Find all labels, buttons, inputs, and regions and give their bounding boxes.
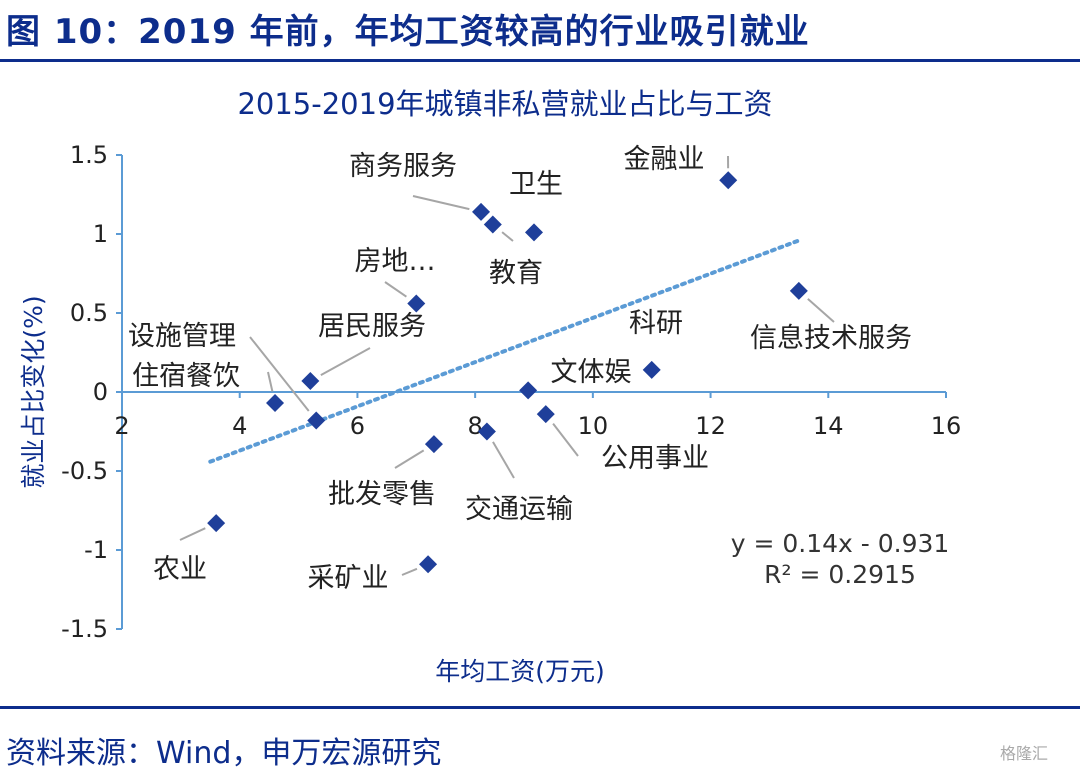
leader-line — [501, 231, 514, 242]
point-label: 农业 — [153, 554, 207, 585]
leader-line — [249, 336, 310, 412]
leader-line — [179, 527, 206, 541]
leader-line — [492, 441, 515, 479]
point-label: 住宿餐饮 — [132, 361, 240, 392]
y-tick-label: 1.5 — [70, 141, 108, 169]
point-label: 公用事业 — [601, 443, 709, 474]
point-label: 商务服务 — [349, 151, 457, 182]
y-tick-label: -1 — [84, 536, 108, 564]
point-label: 金融业 — [624, 144, 705, 175]
y-tick-label: -1.5 — [61, 615, 108, 643]
data-point — [424, 435, 443, 454]
point-label: 批发零售 — [328, 479, 436, 510]
r-squared: R² = 0.2915 — [764, 560, 916, 589]
x-tick-label: 14 — [813, 412, 844, 440]
x-tick-label: 10 — [578, 412, 609, 440]
x-tick-label: 16 — [931, 412, 962, 440]
trendline — [208, 238, 801, 464]
source-note: 资料来源：Wind，申万宏源研究 — [6, 736, 442, 771]
data-point — [719, 171, 738, 190]
point-label: 卫生 — [509, 169, 563, 200]
leader-line — [320, 347, 371, 377]
data-point — [483, 215, 502, 234]
y-axis-label: 就业占比变化(%) — [19, 295, 48, 488]
data-point — [477, 422, 496, 441]
point-label: 居民服务 — [318, 311, 426, 342]
data-point — [301, 371, 320, 390]
point-label: 采矿业 — [308, 563, 389, 594]
leader-line — [401, 567, 418, 576]
point-label: 信息技术服务 — [750, 323, 912, 354]
point-label: 文体娱 — [551, 357, 632, 388]
y-tick-label: 1 — [93, 220, 108, 248]
watermark: 格隆汇 — [1000, 744, 1049, 763]
data-point — [307, 411, 326, 430]
point-label: 交通运输 — [465, 494, 573, 525]
leader-line — [267, 371, 274, 392]
x-tick-label: 2 — [114, 412, 129, 440]
point-label: 教育 — [489, 258, 543, 289]
point-label: 科研 — [629, 308, 683, 339]
data-point — [266, 394, 285, 413]
data-point — [642, 360, 661, 379]
data-point — [519, 381, 538, 400]
leader-line — [807, 298, 835, 323]
chart-title: 2015-2019年城镇非私营就业占比与工资 — [237, 87, 772, 121]
x-tick-label: 12 — [695, 412, 726, 440]
x-tick-label: 6 — [350, 412, 365, 440]
axes: 1.5 1 0.5 0 -0.5 -1 -1.5 2 4 6 8 10 12 14 16 — [61, 141, 961, 643]
trendline-path — [208, 238, 801, 464]
data-point — [207, 514, 226, 533]
y-tick-label: 0 — [93, 378, 108, 406]
data-points — [207, 171, 808, 574]
point-label: 设施管理 — [128, 321, 236, 352]
leader-line — [384, 281, 407, 298]
scatter-chart: 2015-2019年城镇非私营就业占比与工资 1.5 1 0.5 0 -0.5 -1 -1.… — [19, 87, 961, 686]
title-rule — [0, 59, 1080, 62]
figure-title: 图 10：2019 年前，年均工资较高的行业吸引就业 — [6, 12, 810, 52]
data-point — [536, 405, 555, 424]
data-point — [419, 555, 438, 574]
leader-line — [412, 195, 470, 211]
source-rule — [0, 706, 1080, 709]
leader-line — [394, 449, 425, 469]
data-point — [789, 281, 808, 300]
x-tick-label: 8 — [468, 412, 483, 440]
y-tick-label: 0.5 — [70, 299, 108, 327]
point-label: 房地… — [355, 246, 436, 277]
data-point — [407, 294, 426, 313]
x-tick-label: 4 — [232, 412, 247, 440]
leader-line — [552, 423, 579, 457]
x-axis-label: 年均工资(万元) — [435, 657, 605, 686]
trend-equation: y = 0.14x - 0.931 — [731, 529, 950, 558]
data-point — [525, 223, 543, 242]
data-point — [472, 202, 491, 221]
y-tick-label: -0.5 — [61, 457, 108, 485]
